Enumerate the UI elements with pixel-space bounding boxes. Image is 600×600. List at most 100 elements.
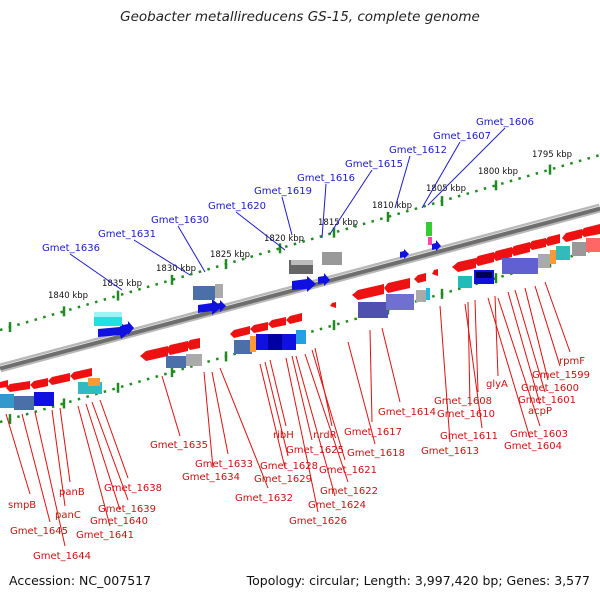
leader-line [534,285,561,367]
forward-gene-label[interactable]: Gmet_1616 [297,173,355,184]
leader-line [464,303,483,429]
leader-line [494,295,499,377]
reverse-gene [268,317,286,328]
kbp-label: 1830 kbp [156,264,196,274]
feature-box [268,334,282,350]
forward-genes [98,240,441,339]
reverse-gene [230,326,250,338]
reverse-gene [452,258,476,272]
leader-line [77,405,111,527]
reverse-gene-label[interactable]: Gmet_1625 [286,445,344,456]
reverse-gene-label[interactable]: Gmet_1617 [344,427,402,438]
reverse-gene-label[interactable]: Gmet_1628 [260,461,318,472]
leader-line [381,327,401,403]
reverse-gene-label[interactable]: Gmet_1634 [182,472,240,483]
reverse-gene-label[interactable]: Gmet_1632 [235,493,293,504]
reverse-gene-label[interactable]: Gmet_1603 [510,429,568,440]
feature-box [94,312,122,317]
reverse-gene-label[interactable]: Gmet_1599 [532,370,590,381]
reverse-gene [70,368,92,380]
forward-gene-label[interactable]: Gmet_1606 [476,117,534,128]
leader-line [421,141,461,209]
forward-gene-label[interactable]: Gmet_1612 [389,145,447,156]
forward-gene-label[interactable]: Gmet_1620 [208,201,266,212]
leader-line [285,357,319,513]
feature-box [358,302,388,318]
leader-line [91,401,129,501]
reverse-gene-label[interactable]: Gmet_1633 [195,459,253,470]
leader-line [321,183,327,239]
reverse-gene-label[interactable]: smpB [8,500,36,511]
reverse-gene-label[interactable]: Gmet_1618 [347,448,405,459]
reverse-gene-label[interactable]: glyA [486,379,508,390]
reverse-gene [510,242,530,256]
forward-gene-label[interactable]: Gmet_1607 [433,131,491,142]
reverse-gene-label[interactable]: Gmet_1624 [308,500,366,511]
forward-gene-label[interactable]: Gmet_1636 [42,243,100,254]
leader-line [514,289,546,393]
leader-line [507,291,541,405]
forward-gene [318,273,330,286]
reverse-gene-label[interactable]: Gmet_1621 [319,465,377,476]
forward-gene [432,240,441,251]
reverse-gene-label[interactable]: Gmet_1600 [521,383,579,394]
leader-line [219,367,269,489]
reverse-gene-label[interactable]: Gmet_1645 [10,526,68,537]
reverse-gene-label[interactable]: Gmet_1613 [421,446,479,457]
kbp-labels: 1795 kbp 1800 kbp 1805 kbp 1810 kbp 1815 kbp… [48,150,572,301]
reverse-gene [544,234,560,246]
reverse-gene-label[interactable]: Gmet_1608 [434,396,492,407]
forward-gene-label[interactable]: Gmet_1615 [345,159,403,170]
reverse-gene-label[interactable]: Gmet_1639 [98,504,156,515]
leader-line [21,413,51,523]
reverse-gene [286,313,302,324]
forward-gene-label[interactable]: Gmet_1631 [98,229,156,240]
feature-box [14,396,34,410]
feature-box [0,394,14,408]
topology-text: Topology: circular; Length: 3,997,420 bp… [246,573,590,588]
kbp-label: 1800 kbp [478,167,518,177]
reverse-gene [474,252,494,266]
forward-features [94,222,432,326]
reverse-gene-label[interactable]: Gmet_1610 [437,409,495,420]
forward-gene-label[interactable]: Gmet_1630 [151,215,209,226]
leader-line [291,355,313,441]
reverse-gene-label[interactable]: Gmet_1629 [254,474,312,485]
leader-line [259,363,286,469]
reverse-gene-label[interactable]: rpmF [559,356,585,367]
reverse-gene-label[interactable]: Gmet_1641 [76,530,134,541]
kbp-label: 1835 kbp [102,279,142,289]
leader-line [59,407,71,483]
reverse-gene-label[interactable]: panC [55,510,81,521]
kbp-label: 1805 kbp [426,184,466,194]
reverse-gene-label[interactable]: nrdR [313,430,337,441]
reverse-gene [330,302,336,308]
kbp-label: 1840 kbp [48,291,88,301]
reverse-gene-label[interactable]: Gmet_1644 [33,551,91,562]
reverse-gene-label[interactable]: Gmet_1640 [90,516,148,527]
feature-box [550,250,556,264]
reverse-gene [414,273,426,283]
reverse-gene-label[interactable]: Gmet_1635 [150,440,208,451]
feature-box [234,340,252,354]
feature-box [556,246,570,260]
reverse-gene-label[interactable]: Gmet_1611 [440,431,498,442]
reverse-gene [384,278,410,293]
forward-gene-label[interactable]: Gmet_1619 [254,186,312,197]
reverse-gene-label[interactable]: Gmet_1604 [504,441,562,452]
kbp-label: 1825 kbp [210,250,250,260]
reverse-gene-label[interactable]: panB [59,487,85,498]
leader-line [235,211,286,251]
leader-line [311,349,346,461]
reverse-gene-label[interactable]: Gmet_1614 [378,407,436,418]
reverse-gene-label[interactable]: Gmet_1601 [518,395,576,406]
reverse-gene-label[interactable]: Gmet_1622 [320,486,378,497]
forward-gene [292,276,316,292]
reverse-gene-label[interactable]: acpP [528,406,552,417]
reverse-gene [352,284,384,300]
reverse-gene-label[interactable]: Gmet_1626 [289,516,347,527]
feature-box [476,272,492,278]
reverse-gene [492,247,512,261]
reverse-gene-label[interactable]: Gmet_1638 [104,483,162,494]
leader-line [295,355,336,497]
